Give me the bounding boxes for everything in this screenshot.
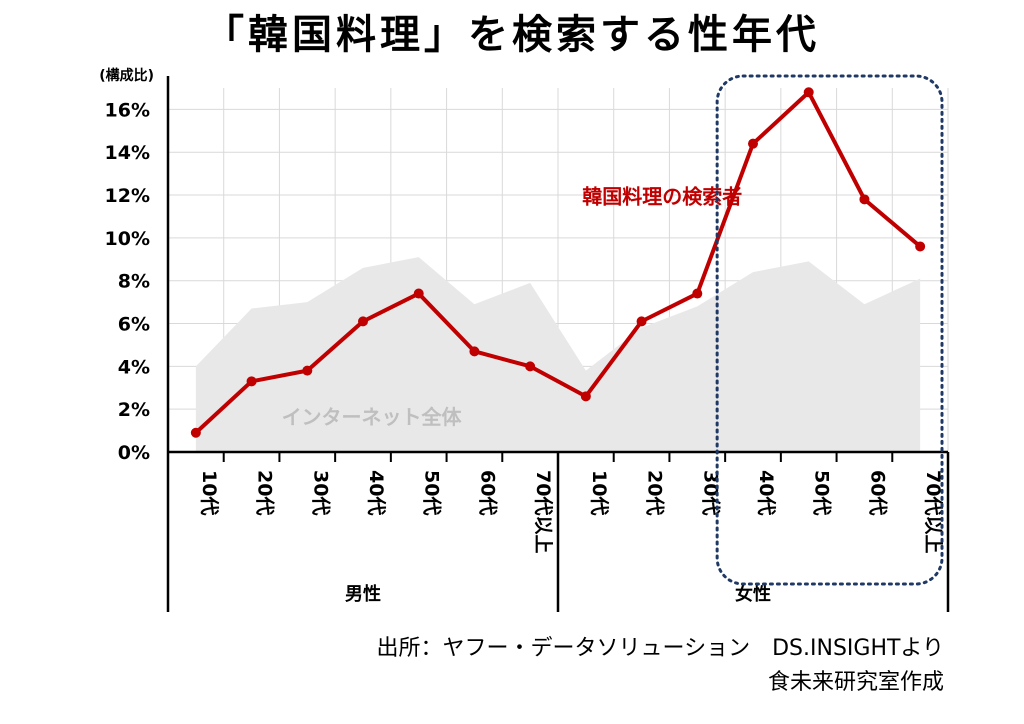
group-label: 男性 xyxy=(345,583,381,605)
data-point xyxy=(636,316,647,327)
highlight-box xyxy=(715,74,944,586)
x-tick-label: 70代以上 xyxy=(532,470,554,553)
data-point xyxy=(692,288,703,299)
x-tick-label: 10代 xyxy=(198,470,220,515)
y-tick-label: 6% xyxy=(118,314,150,336)
series-label-korean-food-searchers: 韓国料理の検索者 xyxy=(582,185,742,209)
x-tick-label: 70代以上 xyxy=(922,470,944,553)
y-axis-label: (構成比) xyxy=(99,67,154,84)
x-tick-label: 50代 xyxy=(421,470,443,515)
x-tick-label: 60代 xyxy=(476,470,498,515)
data-point xyxy=(302,365,313,376)
chart-title: 「韓国料理」を検索する性年代 xyxy=(204,12,820,58)
area-internet-overall xyxy=(195,257,921,452)
y-tick-label: 8% xyxy=(118,271,150,293)
data-point xyxy=(469,346,480,357)
x-tick-label: 40代 xyxy=(755,470,777,515)
y-tick-label: 2% xyxy=(118,399,150,421)
x-tick-label: 30代 xyxy=(699,470,721,515)
data-point xyxy=(580,391,591,402)
x-tick-label: 10代 xyxy=(588,470,610,515)
group-label: 女性 xyxy=(735,583,771,605)
y-tick-label: 12% xyxy=(105,185,150,207)
x-tick-label: 60代 xyxy=(866,470,888,515)
data-point xyxy=(803,87,814,98)
source-line-2: 食未来研究室作成 xyxy=(767,670,944,695)
data-point xyxy=(748,138,758,149)
source-note: 出所：ヤフー・データソリューション DS.INSIGHTより 食未来研究室作成 xyxy=(377,632,944,700)
data-point xyxy=(246,376,257,387)
x-tick-label: 40代 xyxy=(365,470,387,515)
x-tick-label: 20代 xyxy=(254,470,276,515)
source-line-1: 出所：ヤフー・データソリューション DS.INSIGHTより xyxy=(376,636,944,661)
data-point xyxy=(358,316,368,327)
y-tick-label: 10% xyxy=(105,228,150,250)
data-point xyxy=(190,427,201,438)
x-tick-label: 50代 xyxy=(811,470,833,515)
y-tick-label: 4% xyxy=(118,356,150,378)
y-tick-label: 14% xyxy=(105,142,150,164)
x-tick-label: 20代 xyxy=(644,470,666,515)
data-point xyxy=(525,361,536,372)
line-korean-food-searchers xyxy=(194,90,922,435)
series-label-internet-overall: インターネット全体 xyxy=(282,405,463,429)
data-point xyxy=(413,288,424,299)
x-tick-label: 30代 xyxy=(309,470,331,515)
y-tick-label: 16% xyxy=(105,99,150,121)
data-point xyxy=(859,194,870,205)
data-point xyxy=(915,241,926,252)
y-tick-label: 0% xyxy=(118,442,150,464)
